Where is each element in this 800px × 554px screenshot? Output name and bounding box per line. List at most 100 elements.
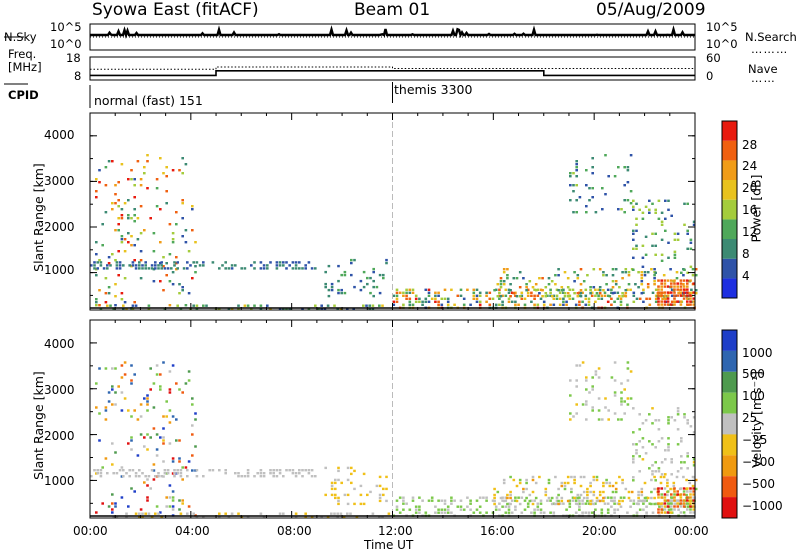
power-cell (571, 288, 575, 291)
power-cell (660, 211, 664, 214)
velocity-cell (533, 508, 536, 511)
power-cell (666, 285, 670, 288)
power-cell (414, 300, 418, 303)
power-cell (133, 196, 136, 199)
velocity-cell (272, 472, 275, 475)
velocity-cell (478, 505, 482, 508)
velocity-cell (689, 493, 692, 496)
velocity-cell (549, 499, 552, 502)
power-cell (569, 172, 572, 175)
velocity-cell (340, 481, 343, 485)
velocity-cell (686, 419, 689, 422)
velocity-cell (294, 512, 298, 515)
power-cell (278, 264, 282, 267)
velocity-cell (179, 472, 183, 475)
velocity-cell (632, 431, 635, 434)
power-cell (641, 211, 645, 214)
velocity-cell (686, 496, 689, 499)
velocity-cell (591, 406, 594, 409)
velocity-cell (159, 388, 162, 391)
power-cell (558, 291, 562, 294)
power-cell (114, 184, 117, 187)
velocity-cell (623, 400, 626, 403)
power-cell (632, 268, 635, 271)
velocity-cell (324, 466, 327, 470)
velocity-cell (640, 499, 644, 503)
power-cell (337, 288, 340, 292)
velocity-cell (443, 508, 447, 511)
velocity-cell (686, 467, 689, 470)
velocity-cell (547, 478, 551, 482)
power-cell (555, 288, 559, 291)
velocity-cell (594, 508, 597, 511)
velocity-cell (218, 469, 221, 472)
power-colorbar-swatch (722, 239, 737, 259)
nsearch-tick-top: 10^5 (706, 20, 738, 34)
velocity-cell (141, 512, 144, 515)
power-cell (139, 277, 143, 280)
velocity-cell (571, 496, 575, 499)
power-cell (606, 294, 610, 297)
power-cell (443, 288, 447, 291)
velocity-cell (594, 502, 597, 505)
power-cell (538, 292, 541, 295)
power-cell (692, 297, 695, 300)
power-cell (621, 295, 624, 298)
velocity-cell (676, 505, 679, 508)
power-cell (133, 208, 136, 211)
power-ytick-2000: 2000 (44, 220, 75, 234)
velocity-cell (686, 502, 689, 505)
power-cell (147, 304, 151, 307)
velocity-cell (525, 496, 528, 500)
power-cell (195, 261, 199, 264)
velocity-cell (162, 415, 165, 418)
velocity-cell (648, 413, 651, 416)
power-cell (502, 268, 506, 271)
velocity-cell (676, 490, 679, 493)
velocity-cell (187, 505, 191, 508)
velocity-cell (298, 469, 301, 472)
freq-panel (89, 56, 696, 81)
velocity-cell (547, 496, 551, 500)
power-cell (637, 286, 640, 289)
power-cell (509, 283, 512, 286)
velocity-cell (659, 475, 663, 479)
power-cell (494, 288, 498, 291)
velocity-cell (475, 499, 479, 502)
power-cell (136, 217, 140, 220)
velocity-cell (353, 502, 356, 506)
velocity-cell (679, 496, 683, 499)
power-cell (582, 280, 586, 283)
velocity-cell (171, 496, 175, 499)
power-cell (191, 205, 194, 208)
power-cell (154, 264, 157, 267)
velocity-cell (152, 463, 156, 466)
velocity-cell (589, 484, 592, 488)
power-cell (692, 223, 696, 226)
power-cell (275, 264, 279, 267)
velocity-cell (644, 419, 648, 422)
power-cell (578, 294, 581, 297)
power-cell (278, 307, 282, 310)
power-cell (660, 300, 663, 303)
power-cell (654, 211, 657, 214)
vel-ytick-2000: 2000 (44, 429, 75, 443)
power-cell (143, 172, 146, 175)
power-cell (285, 261, 288, 264)
power-cell (368, 307, 371, 310)
power-cell (623, 166, 626, 169)
power-cell (408, 303, 412, 306)
velocity-cell (666, 493, 669, 497)
velocity-cell (613, 499, 616, 502)
velocity-cell (307, 472, 311, 475)
velocity-cell (175, 472, 178, 475)
velocity-cell (493, 487, 496, 491)
power-cell (282, 307, 285, 310)
velocity-cell (414, 508, 418, 511)
velocity-cell (152, 478, 156, 481)
velocity-cell (620, 403, 623, 406)
power-cell (405, 297, 408, 300)
velocity-cell (635, 502, 639, 505)
velocity-cell (686, 455, 689, 458)
velocity-cell (187, 370, 191, 373)
